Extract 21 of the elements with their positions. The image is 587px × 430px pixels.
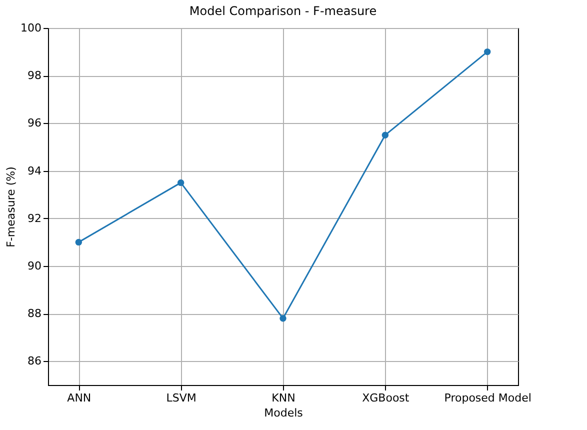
y-tick-label: 88 <box>28 307 42 320</box>
x-tick-label: XGBoost <box>362 392 410 404</box>
x-tick-label: Proposed Model <box>444 392 532 404</box>
chart-title: Model Comparison - F-measure <box>189 4 377 18</box>
y-tick-label: 86 <box>28 354 42 368</box>
y-tick-label: 98 <box>28 69 42 82</box>
x-tick-label: KNN <box>272 392 296 404</box>
y-tick-label: 90 <box>28 260 42 272</box>
point <box>280 315 286 322</box>
point <box>177 179 184 186</box>
y-tick-label: 100 <box>20 22 42 34</box>
x-axis-title: Models <box>264 406 304 420</box>
y-tick-label: 94 <box>28 164 42 178</box>
x-tick-label: LSVM <box>166 392 196 404</box>
point <box>484 48 491 56</box>
point <box>382 132 389 138</box>
y-axis-title: F-measure (%) <box>4 166 18 248</box>
x-tick-label: ANN <box>67 392 92 404</box>
point <box>75 238 82 246</box>
y-tick-label: 96 <box>28 116 42 130</box>
y-tick-label: 92 <box>28 212 42 225</box>
